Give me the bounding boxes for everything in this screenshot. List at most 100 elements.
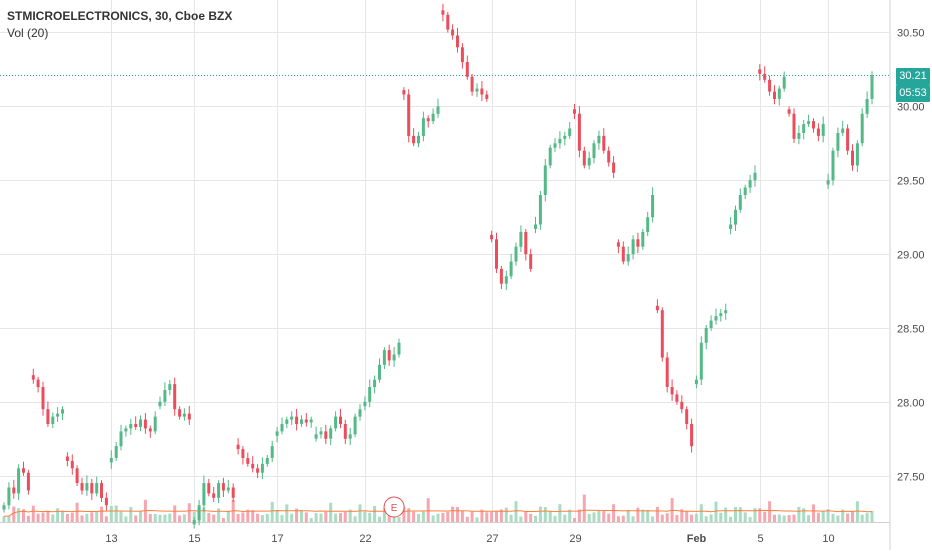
candle-body <box>182 413 186 417</box>
volume-bar <box>329 502 333 522</box>
candle-body <box>470 76 474 92</box>
candle-body <box>797 133 801 139</box>
candle <box>470 73 474 96</box>
volume-bar <box>382 508 386 522</box>
candle <box>797 125 801 145</box>
candle-body <box>119 431 123 447</box>
candle-body <box>460 47 464 63</box>
candle <box>860 108 864 147</box>
volume-indicator-label[interactable]: Vol (20) <box>7 26 49 40</box>
candle <box>373 375 377 394</box>
candle <box>748 174 752 193</box>
volume-bar <box>719 512 723 522</box>
earnings-marker[interactable]: E <box>383 496 405 518</box>
candle-body <box>260 463 264 473</box>
candle-body <box>548 147 552 166</box>
candle-body <box>304 419 308 423</box>
candle <box>382 347 386 369</box>
candle <box>226 479 230 494</box>
volume-bar <box>314 513 318 522</box>
candle-body <box>256 468 260 473</box>
candle <box>729 216 733 235</box>
candle <box>75 465 79 486</box>
candle <box>148 425 152 438</box>
candle-body <box>314 434 318 439</box>
volume-bar <box>812 504 815 522</box>
candle-body <box>485 94 489 99</box>
volume-bar <box>548 510 552 522</box>
candle-body <box>285 419 289 424</box>
volume-bar <box>2 516 6 522</box>
volume-bar <box>309 518 313 522</box>
volume-bar <box>490 511 494 522</box>
volume-bar <box>343 511 347 522</box>
symbol-title[interactable]: STMICROELECTRONICS, 30, Cboe BZX <box>7 9 233 23</box>
volume-bar <box>851 511 854 522</box>
volume-bar <box>348 509 352 522</box>
candle <box>31 368 35 384</box>
time-tick-label: 15 <box>188 533 200 545</box>
volume-bar <box>22 509 25 522</box>
candle <box>397 338 401 358</box>
candle-body <box>148 428 152 432</box>
candle-body <box>499 268 503 284</box>
candle <box>41 381 45 416</box>
candle-body <box>173 384 177 410</box>
candle <box>314 426 318 442</box>
volume-bar <box>538 506 542 522</box>
volume-bar <box>485 512 489 522</box>
candle <box>300 415 303 427</box>
candle-body <box>509 261 513 277</box>
candle-body <box>787 109 791 114</box>
candle-body <box>792 113 796 139</box>
candle-body <box>651 195 655 218</box>
candle-body <box>80 483 84 491</box>
volume-bar <box>339 513 342 522</box>
candle-body <box>480 88 484 95</box>
candle <box>304 413 308 427</box>
candle-body <box>836 133 840 151</box>
candle <box>538 190 542 230</box>
candle-body <box>265 458 269 464</box>
candle-body <box>217 483 221 498</box>
candle <box>851 144 854 171</box>
candle <box>836 127 840 158</box>
candle-body <box>563 135 567 139</box>
candle-body <box>407 94 411 136</box>
candle <box>246 452 250 467</box>
candle <box>339 408 342 429</box>
volume-bar <box>275 510 279 522</box>
volume-bar <box>85 513 89 522</box>
candle-body <box>865 99 869 114</box>
candle-body <box>46 409 50 424</box>
candle <box>734 205 737 231</box>
candle-body <box>309 419 313 423</box>
candle <box>100 480 103 502</box>
candle <box>334 411 338 432</box>
volume-bar <box>36 513 40 522</box>
candle-body <box>163 390 167 402</box>
candle <box>855 140 859 172</box>
candle-body <box>436 106 440 114</box>
candle <box>709 315 713 331</box>
candle-body <box>558 138 562 144</box>
candle <box>217 480 221 504</box>
candle-body <box>626 254 630 262</box>
candle <box>392 346 396 367</box>
volume-bar <box>182 514 186 522</box>
candle <box>802 120 806 140</box>
candle-body <box>577 113 581 151</box>
candle-body <box>158 401 162 407</box>
candle-body <box>109 458 113 463</box>
candle <box>670 379 674 401</box>
candle-body <box>187 413 191 420</box>
time-tick-label: 22 <box>359 533 371 545</box>
candle <box>738 188 742 213</box>
volume-bar <box>807 515 811 522</box>
candle-body <box>7 487 11 506</box>
candle-body <box>295 416 299 424</box>
volume-bar <box>626 510 630 522</box>
candle-body <box>280 424 284 432</box>
